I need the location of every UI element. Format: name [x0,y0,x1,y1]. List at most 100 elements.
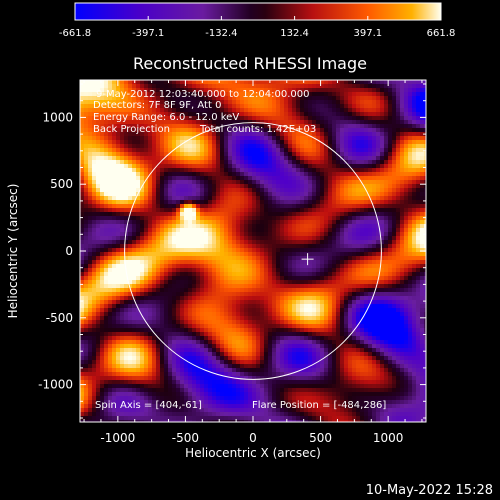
heatmap-cell [304,272,308,276]
heatmap-cell [312,300,316,304]
heatmap-cell [144,144,148,148]
heatmap-cell [308,144,312,148]
heatmap-cell [176,164,180,168]
heatmap-cell [128,196,132,200]
heatmap-cell [216,164,220,168]
heatmap-cell [300,124,304,128]
heatmap-cell [180,248,184,252]
heatmap-cell [176,252,180,256]
heatmap-cell [88,260,92,264]
heatmap-cell [412,136,416,140]
heatmap-cell [300,100,304,104]
heatmap-cell [348,140,352,144]
heatmap-cell [272,264,276,268]
heatmap-cell [424,248,426,252]
heatmap-cell [252,232,256,236]
heatmap-cell [268,220,272,224]
heatmap-cell [152,152,156,156]
heatmap-cell [408,232,412,236]
heatmap-cell [252,128,256,132]
heatmap-cell [172,284,176,288]
heatmap-cell [80,152,84,156]
heatmap-cell [336,168,340,172]
heatmap-cell [100,192,104,196]
heatmap-cell [376,188,380,192]
heatmap-cell [356,112,360,116]
heatmap-cell [356,216,360,220]
heatmap-cell [292,260,296,264]
heatmap-cell [248,112,252,116]
heatmap-cell [408,188,412,192]
heatmap-cell [100,264,104,268]
heatmap-cell [388,268,392,272]
heatmap-cell [144,280,148,284]
heatmap-cell [368,180,372,184]
heatmap-cell [376,248,380,252]
heatmap-cell [292,164,296,168]
heatmap-cell [152,276,156,280]
heatmap-cell [136,184,140,188]
heatmap-cell [80,124,84,128]
heatmap-cell [396,140,400,144]
heatmap-cell [264,148,268,152]
heatmap-cell [204,220,208,224]
heatmap-cell [192,156,196,160]
colorbar-ticks: -661.8 -397.1 -132.4 132.4 397.1 661.8 [59,16,455,39]
heatmap-cell [156,240,160,244]
heatmap-cell [364,168,368,172]
heatmap-cell [80,144,84,148]
heatmap-cell [292,124,296,128]
heatmap-cell [336,132,340,136]
heatmap-cell [84,276,88,280]
heatmap-cell [216,176,220,180]
heatmap-cell [308,136,312,140]
heatmap-cell [264,124,268,128]
heatmap-cell [80,236,84,240]
heatmap-cell [180,108,184,112]
heatmap-cell [236,256,240,260]
heatmap-cell [384,156,388,160]
heatmap-cell [168,228,172,232]
heatmap-cell [244,172,248,176]
heatmap-cell [132,304,136,308]
heatmap-cell [356,212,360,216]
heatmap-cell [124,136,128,140]
heatmap-cell [360,88,364,92]
heatmap-cell [396,120,400,124]
heatmap-cell [208,96,212,100]
heatmap-cell [396,232,400,236]
heatmap-cell [344,236,348,240]
heatmap-cell [324,96,328,100]
heatmap-cell [204,284,208,288]
heatmap-cell [232,108,236,112]
heatmap-cell [124,292,128,296]
heatmap-cell [128,92,132,96]
heatmap-cell [408,216,412,220]
heatmap-cell [124,220,128,224]
heatmap-cell [116,116,120,120]
heatmap-cell [292,140,296,144]
heatmap-cell [96,228,100,232]
heatmap-cell [192,212,196,216]
heatmap-cell [348,108,352,112]
heatmap-cell [184,164,188,168]
heatmap-cell [368,300,372,304]
heatmap-cell [212,156,216,160]
heatmap-cell [308,188,312,192]
heatmap-cell [200,132,204,136]
heatmap-cell [416,260,420,264]
heatmap-cell [344,228,348,232]
heatmap-cell [224,240,228,244]
heatmap-cell [328,132,332,136]
heatmap-cell [188,148,192,152]
heatmap-cell [388,104,392,108]
heatmap-cell [124,264,128,268]
heatmap-cell [96,276,100,280]
heatmap-cell [96,292,100,296]
heatmap-cell [304,208,308,212]
heatmap-cell [276,96,280,100]
heatmap-cell [340,268,344,272]
heatmap-cell [196,184,200,188]
heatmap-cell [220,280,224,284]
